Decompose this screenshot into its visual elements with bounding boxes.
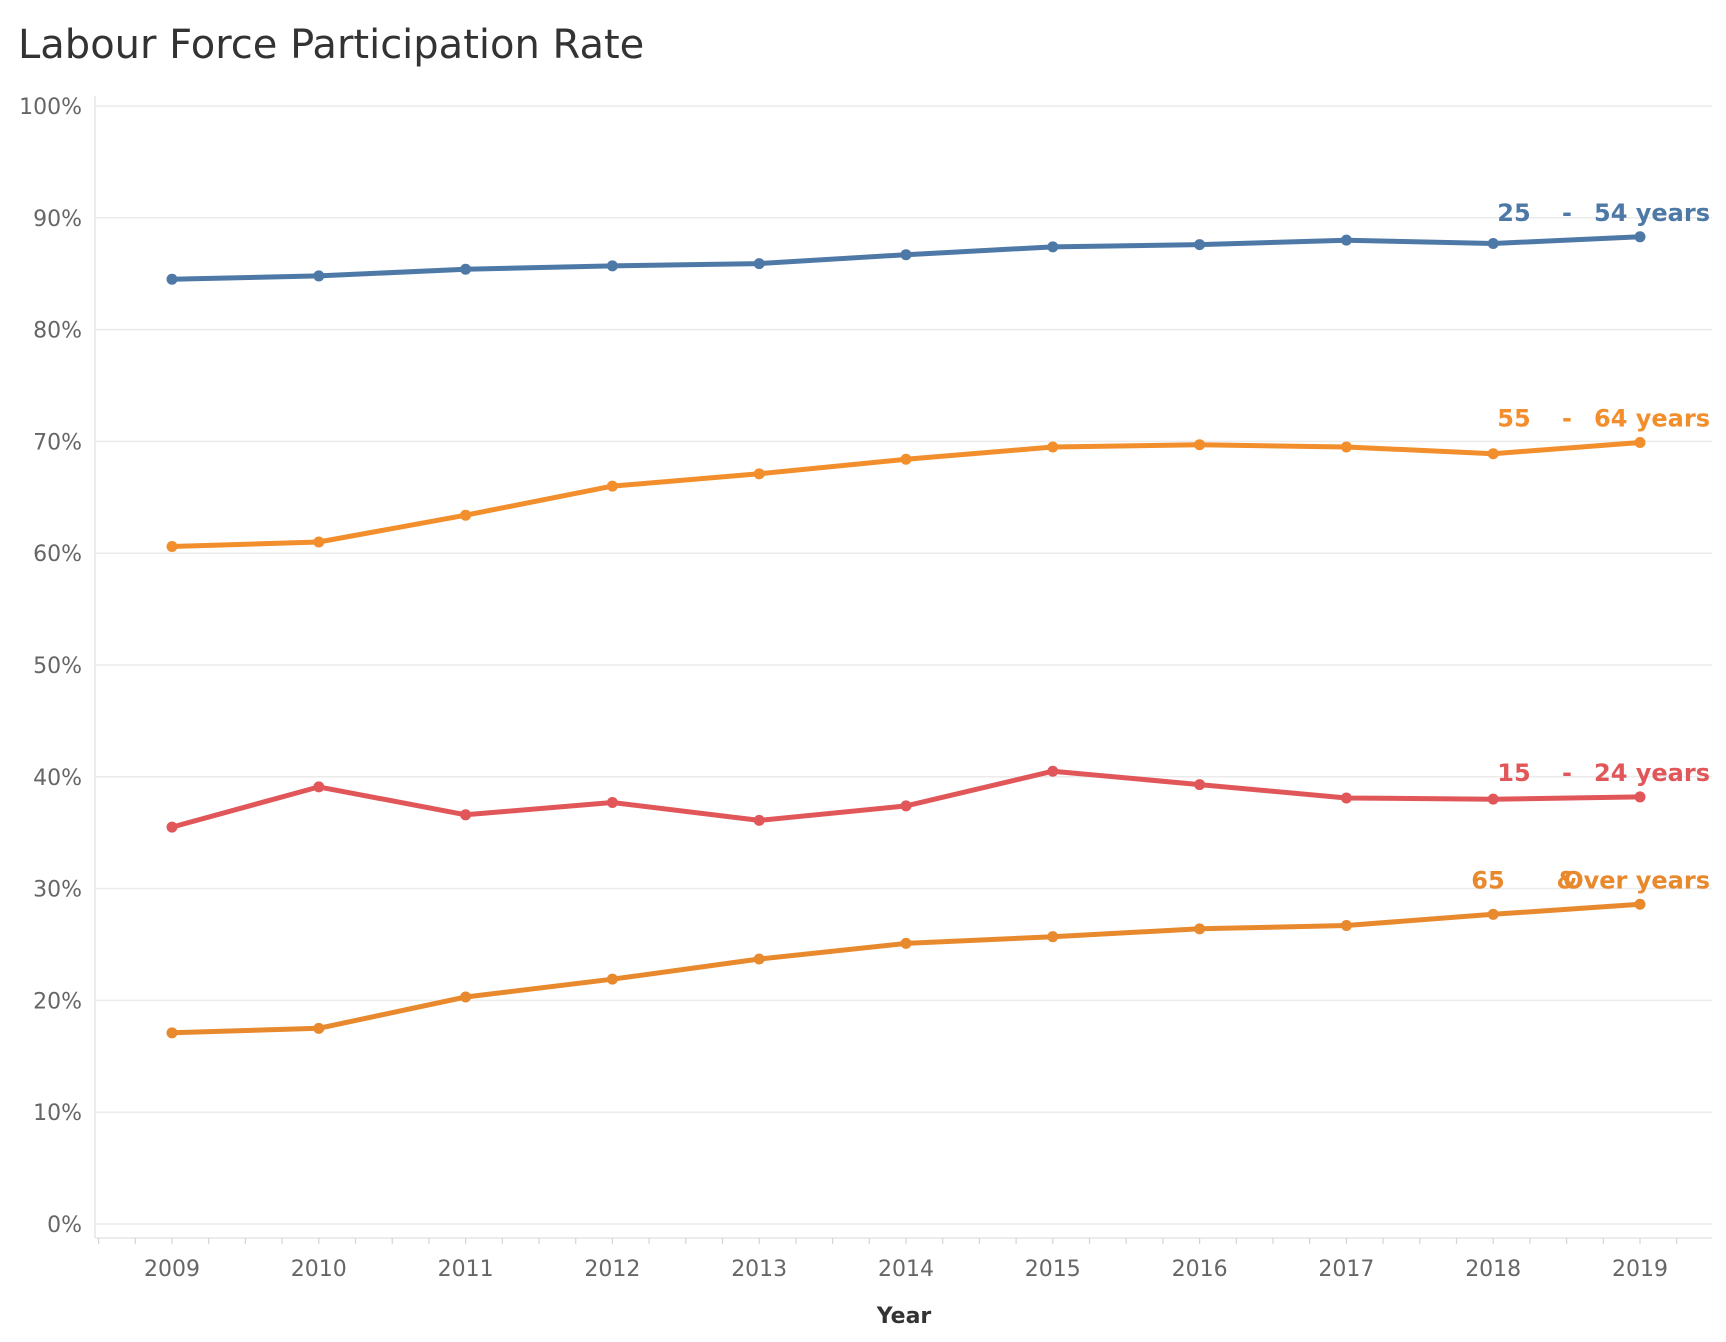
- y-tick-label: 40%: [33, 766, 82, 791]
- data-point: [166, 540, 178, 552]
- series-label: 54 years- 25: [1497, 199, 1710, 227]
- data-point: [1634, 437, 1646, 449]
- data-point: [753, 814, 765, 826]
- x-tick-label: 2019: [1612, 1257, 1668, 1282]
- x-tick-label: 2014: [878, 1257, 934, 1282]
- series-label-part: 55: [1497, 405, 1530, 433]
- data-point: [1194, 779, 1206, 791]
- data-point: [313, 536, 325, 548]
- series-group: [166, 765, 1646, 833]
- data-point: [1340, 234, 1352, 246]
- series-label-part: Over years: [1563, 866, 1710, 894]
- data-point: [1194, 239, 1206, 251]
- data-point: [606, 480, 618, 492]
- data-point: [1194, 923, 1206, 935]
- x-tick-label: 2018: [1465, 1257, 1521, 1282]
- data-point: [606, 797, 618, 809]
- data-point: [1194, 439, 1206, 451]
- y-tick-label: 50%: [33, 654, 82, 679]
- data-point: [1634, 231, 1646, 243]
- series-label-part: -: [1562, 759, 1572, 787]
- series-label-part: 64 years: [1594, 405, 1710, 433]
- x-tick-label: 2016: [1172, 1257, 1228, 1282]
- data-point: [1487, 793, 1499, 805]
- data-point: [1634, 791, 1646, 803]
- data-point: [1634, 898, 1646, 910]
- data-point: [460, 263, 472, 275]
- series-lines: [166, 231, 1646, 1039]
- y-tick-label: 90%: [33, 207, 82, 232]
- data-point: [753, 258, 765, 270]
- y-tick-label: 20%: [33, 989, 82, 1014]
- data-point: [1487, 448, 1499, 460]
- data-point: [1047, 441, 1059, 453]
- data-point: [313, 270, 325, 282]
- data-point: [1047, 241, 1059, 253]
- data-point: [606, 260, 618, 272]
- data-point: [900, 937, 912, 949]
- data-point: [1047, 931, 1059, 943]
- series-label-part: -: [1562, 405, 1572, 433]
- y-tick-label: 80%: [33, 319, 82, 344]
- y-tick-label: 0%: [47, 1213, 82, 1238]
- data-point: [606, 973, 618, 985]
- series-group: [166, 231, 1646, 285]
- series-line: [169, 901, 1643, 1036]
- series-group: [166, 898, 1646, 1039]
- data-point: [900, 800, 912, 812]
- series-label-part: 15: [1497, 759, 1530, 787]
- x-axis-title: Year: [876, 1304, 932, 1329]
- data-point: [1487, 238, 1499, 250]
- data-point: [313, 781, 325, 793]
- data-point: [1340, 792, 1352, 804]
- data-point: [166, 1027, 178, 1039]
- y-tick-label: 10%: [33, 1101, 82, 1126]
- data-point: [1340, 441, 1352, 453]
- data-point: [753, 468, 765, 480]
- series-label: Over years& 65: [1471, 866, 1710, 894]
- x-tick-label: 2009: [144, 1257, 200, 1282]
- x-tick-label: 2015: [1025, 1257, 1081, 1282]
- y-tick-label: 100%: [19, 95, 82, 120]
- series-line: [169, 768, 1643, 830]
- x-tick-label: 2011: [438, 1257, 494, 1282]
- data-point: [166, 821, 178, 833]
- data-point: [460, 991, 472, 1003]
- data-point: [900, 249, 912, 261]
- data-point: [1047, 765, 1059, 777]
- series-label-part: 25: [1497, 199, 1530, 227]
- data-point: [166, 273, 178, 285]
- y-tick-label: 30%: [33, 878, 82, 903]
- data-point: [900, 453, 912, 465]
- series-label-part: -: [1562, 199, 1572, 227]
- series-label-part: 65: [1471, 866, 1504, 894]
- data-point: [1340, 919, 1352, 931]
- chart-title: Labour Force Participation Rate: [18, 22, 645, 68]
- x-tick-label: 2013: [731, 1257, 787, 1282]
- axes: 0% 10% 20% 30% 40% 50% 60% 70% 80% 90% 100% 2009 201…: [19, 95, 1712, 1282]
- series-label: 24 years- 15: [1497, 759, 1710, 787]
- series-group: [166, 437, 1646, 552]
- series-label: 64 years- 55: [1497, 405, 1710, 433]
- data-point: [313, 1022, 325, 1034]
- series-label-part: 54 years: [1594, 199, 1710, 227]
- y-tick-label: 70%: [33, 430, 82, 455]
- data-point: [460, 509, 472, 521]
- x-tick-label: 2017: [1318, 1257, 1374, 1282]
- data-point: [460, 809, 472, 821]
- x-tick-label: 2010: [291, 1257, 347, 1282]
- data-point: [753, 953, 765, 965]
- x-tick-label: 2012: [584, 1257, 640, 1282]
- y-tick-label: 60%: [33, 542, 82, 567]
- gridlines: [95, 105, 1712, 1225]
- data-point: [1487, 908, 1499, 920]
- series-label-part: 24 years: [1594, 759, 1710, 787]
- series-label-part: &: [1557, 866, 1578, 894]
